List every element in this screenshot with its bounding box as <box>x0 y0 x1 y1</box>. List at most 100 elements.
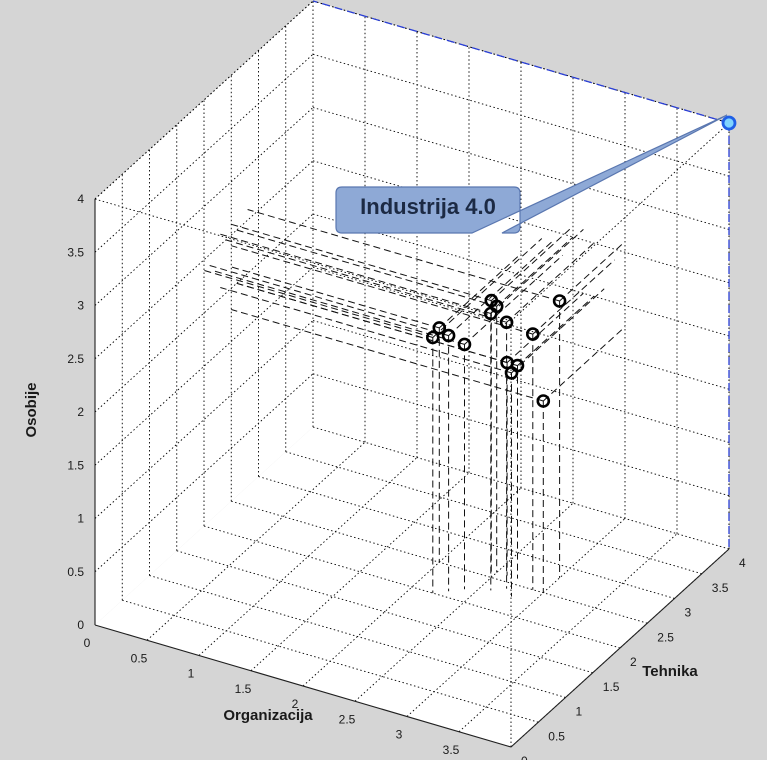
y-tick-label: 3.5 <box>712 581 729 595</box>
z-tick-label: 1 <box>77 512 84 526</box>
y-tick-label: 3 <box>685 606 692 620</box>
drop-line <box>559 241 626 302</box>
drop-line <box>517 296 595 366</box>
grid-line <box>149 575 566 698</box>
grid-line <box>198 457 418 656</box>
drop-line <box>247 209 560 302</box>
drop-line <box>542 326 626 402</box>
drop-line <box>438 253 522 329</box>
data-point <box>499 315 514 330</box>
drop-line <box>236 229 497 307</box>
grid-line <box>94 160 314 360</box>
z-tick-label: 4 <box>77 192 84 206</box>
x-tick-label: 1 <box>188 667 195 681</box>
grid-line <box>285 451 702 575</box>
drop-line <box>490 229 584 314</box>
y-tick-label: 0.5 <box>548 729 565 743</box>
y-tick-label: 0 <box>521 754 528 760</box>
drop-line <box>532 259 615 335</box>
grid-line <box>94 373 314 573</box>
box-edge <box>94 198 512 322</box>
drop-line <box>231 223 492 302</box>
data-point <box>536 394 551 408</box>
grid-line <box>203 525 621 649</box>
drop-line <box>209 264 449 337</box>
grid-line <box>94 107 314 306</box>
highlight-drop-line <box>312 0 730 124</box>
box-edge <box>94 0 314 200</box>
drop-line <box>448 241 553 336</box>
grid-line <box>406 518 626 717</box>
grid-line <box>312 107 730 230</box>
data-point <box>525 327 540 341</box>
drop-line <box>220 233 491 314</box>
x-axis-line <box>94 624 512 748</box>
data-point <box>441 328 456 343</box>
grid-line <box>458 533 678 733</box>
z-tick-label: 0.5 <box>67 565 84 579</box>
z-tick-label: 2 <box>77 405 84 419</box>
drop-line <box>506 242 595 323</box>
grid-line <box>312 266 730 390</box>
drop-line <box>506 292 584 363</box>
grid-line <box>312 320 730 443</box>
x-tick-label: 2 <box>292 697 299 711</box>
drop-line <box>203 269 433 338</box>
drop-line <box>220 287 512 374</box>
grid-line <box>312 213 730 337</box>
drop-line <box>236 282 518 367</box>
grid-line <box>312 426 730 550</box>
drop-line <box>231 245 533 335</box>
drop-line <box>490 225 574 301</box>
drop-line <box>231 309 544 402</box>
z-axis-label: Osobije <box>23 382 40 437</box>
y-axis-label: Tehnika <box>642 663 698 680</box>
x-tick-label: 3.5 <box>443 743 460 757</box>
grid-line <box>94 53 314 253</box>
drop-line <box>432 238 543 338</box>
z-tick-label: 2.5 <box>67 352 84 366</box>
y-tick-label: 2.5 <box>657 630 674 644</box>
z-tick-label: 0 <box>77 618 84 632</box>
drop-line <box>464 254 563 345</box>
data-point <box>432 321 447 335</box>
y-tick-label: 2 <box>630 655 637 669</box>
drop-line <box>496 236 574 307</box>
z-tick-label: 3 <box>77 299 84 313</box>
data-point <box>457 337 472 352</box>
grid-line <box>146 441 366 641</box>
x-tick-label: 3 <box>396 728 403 742</box>
tick-labels: 0 0.5 1 1.5 2 2.5 3 3.5 4 0 0.5 1 1.5 2 2.5 3 3.5 4 0 0.5 1 1… <box>67 192 746 760</box>
grid-line <box>354 502 574 702</box>
grid-line <box>258 476 675 599</box>
grid-line <box>302 487 522 687</box>
grid-line <box>312 373 730 497</box>
callout-label: Industrija 4.0 <box>360 194 496 219</box>
highlight-point <box>721 115 737 131</box>
drop-lines <box>203 209 626 597</box>
x-tick-label: 1.5 <box>235 682 252 696</box>
drop-line <box>231 266 440 329</box>
z-tick-label: 3.5 <box>67 245 84 259</box>
grid-line <box>94 213 314 413</box>
highlight-guide-lines <box>312 0 730 549</box>
callout-bubble <box>335 114 728 234</box>
drop-line <box>511 288 605 374</box>
grid-line <box>176 550 593 674</box>
x-tick-label: 4 <box>500 758 507 760</box>
grid-line <box>94 320 314 519</box>
x-axis-label: Organizacija <box>223 707 313 724</box>
highlight-callout: Industrija 4.0 <box>335 114 728 234</box>
data-points <box>425 115 737 408</box>
grid-line <box>122 599 539 723</box>
data-point <box>510 358 525 373</box>
y-tick-label: 1 <box>576 705 583 719</box>
x-tick-label: 0 <box>84 636 91 650</box>
grid-line <box>94 266 314 466</box>
data-point <box>552 294 567 308</box>
y-tick-label: 4 <box>739 556 746 570</box>
drop-line <box>225 239 507 323</box>
data-point <box>489 299 504 314</box>
y-axis-line <box>510 548 730 748</box>
